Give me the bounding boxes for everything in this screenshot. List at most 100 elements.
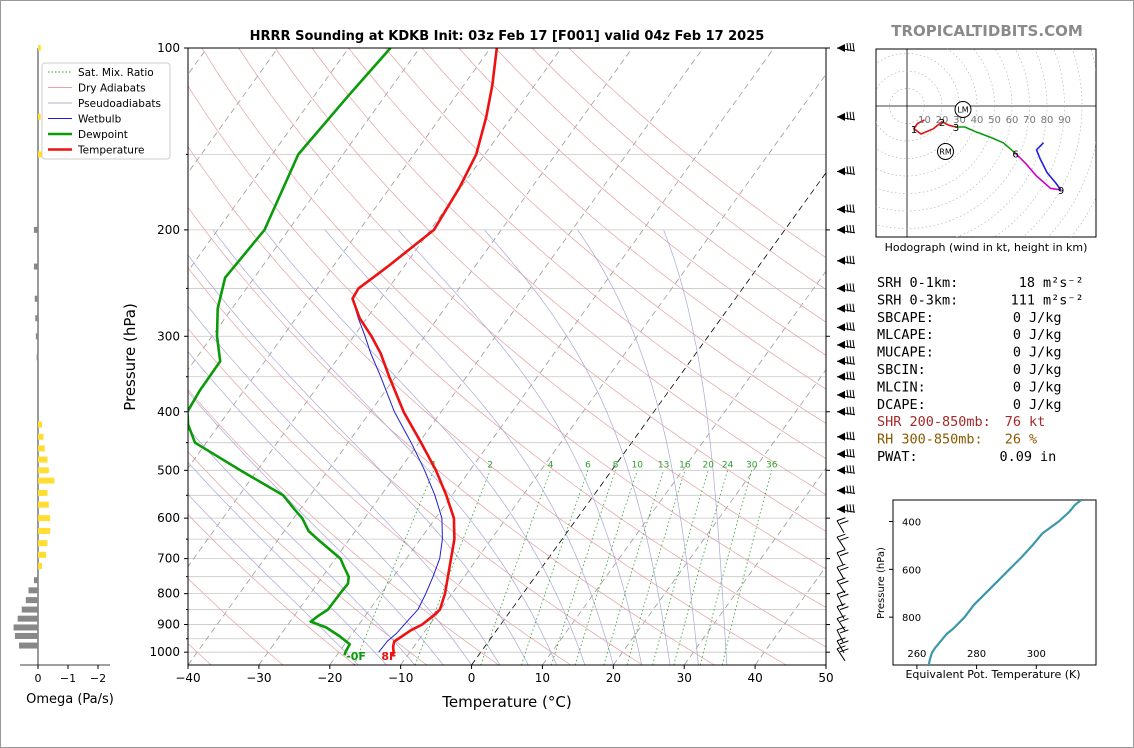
index-label: SRH 0-1km: [877, 275, 958, 291]
mixing-ratio-label: 20 [702, 460, 714, 470]
wind-barb-shaft [836, 47, 856, 52]
wind-barb-feather [846, 303, 849, 312]
wind-barb [836, 504, 856, 514]
wind-barb-shaft [836, 308, 856, 313]
mixing-ratio-line [603, 470, 664, 665]
wind-barb-feather [836, 517, 846, 522]
wind-barb-pennant [837, 372, 845, 381]
mixing-ratio-labels: 1 2 4 6 8 10 13 16 20 24 30 36 [431, 460, 778, 470]
omega-bar [33, 263, 38, 270]
wind-barb-feather [852, 283, 855, 292]
mixing-ratio-label: 10 [632, 460, 644, 470]
wind-barb-feather [852, 42, 855, 52]
omega-bar [33, 226, 38, 233]
wind-barb-pennant [837, 505, 845, 514]
mixing-ratio-line [353, 470, 435, 665]
storm-motion-marker: RM [937, 143, 954, 160]
index-unit: m²s⁻² [1043, 275, 1084, 291]
pseudoadiabat [188, 427, 416, 665]
isotherm-line [329, 48, 775, 665]
mixing-ratio-line [721, 470, 773, 665]
hodograph-segment [1014, 152, 1062, 191]
wind-barb-feather [852, 431, 855, 440]
wind-barb-shaft [836, 648, 846, 662]
omega-axis-label: Omega (Pa/s) [26, 692, 114, 707]
wind-barb-feather [846, 111, 849, 120]
pressure-tick-label: 300 [157, 329, 180, 343]
omega-bar [38, 562, 43, 569]
temperature-tick-label: −30 [246, 671, 271, 685]
wind-barb [836, 371, 856, 381]
wind-barb-feather [852, 255, 855, 264]
legend-label: Dry Adiabats [78, 83, 146, 95]
pseudoadiabat [188, 350, 472, 665]
index-label: PWAT: [877, 449, 918, 465]
wind-barb-feather [836, 533, 846, 538]
index-value: 76 [1005, 414, 1021, 430]
wind-barb-feather [839, 593, 849, 598]
dry-adiabat [238, 48, 826, 570]
temperature-profile [351, 48, 499, 656]
wind-barb-feather [839, 552, 849, 557]
theta-e-xtick-label: 260 [907, 649, 926, 660]
index-value: 18 [1019, 275, 1035, 291]
omega-bar [19, 642, 38, 649]
hodograph-ring [889, 88, 925, 124]
wind-barb-feather [846, 224, 849, 233]
wind-barb-shaft [836, 287, 856, 292]
wind-barb-feather [836, 637, 846, 642]
wind-barb-feather [852, 465, 855, 474]
wind-barb-feather [849, 504, 852, 513]
wind-barb [836, 406, 856, 416]
isotherm-line [258, 48, 704, 665]
wind-barb-feather [852, 371, 855, 380]
hodograph-panel: 10 20 30 40 50 60 70 80 90 1 2 3 6 9 LM RM Hodograph (w… [875, 48, 1097, 254]
wind-barb-feather [846, 255, 849, 264]
wind-barb-pennant [837, 407, 845, 416]
wind-barb-feather [852, 406, 855, 415]
site-watermark: TROPICALTIDBITS.COM [891, 22, 1083, 40]
dry-adiabat [188, 513, 356, 665]
temperature-tick-label: −10 [388, 671, 413, 685]
wind-barb-feather [849, 224, 852, 233]
hodograph-ring-label: 70 [1023, 115, 1036, 126]
theta-e-frame [892, 499, 1097, 666]
wind-barb [836, 303, 856, 313]
wind-barb [836, 615, 849, 631]
index-value: 0 [1013, 310, 1021, 326]
wind-barb-feather [846, 485, 849, 494]
index-value: 0 [1013, 345, 1021, 361]
wind-barb-feather [839, 618, 849, 623]
theta-e-ylabel: Pressure (hPa) [876, 547, 887, 619]
wind-barb-feather [846, 166, 849, 175]
theta-e-profile [927, 500, 1082, 665]
wind-barb [836, 563, 849, 580]
wind-barb-feather [846, 322, 849, 331]
wind-barb-pennant [837, 205, 845, 214]
wind-barb [836, 590, 849, 607]
temperature-tick-label: 30 [677, 671, 692, 685]
wind-barb-pennant [837, 225, 845, 234]
wind-barb-feather [852, 449, 855, 458]
mixing-ratio-line [414, 470, 491, 665]
omega-tick-label: −2 [90, 672, 106, 685]
wind-barb-feather [839, 566, 849, 571]
hodograph-height-label: 2 [939, 118, 945, 129]
mixing-ratio-label: 24 [722, 460, 734, 470]
pressure-tick-label: 600 [157, 511, 180, 525]
wind-barb-feather [839, 640, 849, 645]
index-unit: m²s⁻² [1043, 292, 1084, 308]
index-label: SBCAPE: [877, 310, 934, 326]
wind-barb-pennant [837, 390, 845, 399]
omega-tick-label: 0 [35, 672, 42, 685]
wind-barb-feather [836, 549, 846, 554]
wind-barb-shaft [836, 566, 845, 580]
pressure-axis-label: Pressure (hPa) [121, 303, 139, 411]
mixing-ratio-line [626, 470, 686, 665]
theta-e-line [927, 500, 1082, 665]
wind-barb [836, 204, 856, 214]
omega-bar [38, 551, 47, 558]
index-unit: J/kg [1029, 310, 1062, 326]
wind-barb-feather [836, 626, 846, 631]
